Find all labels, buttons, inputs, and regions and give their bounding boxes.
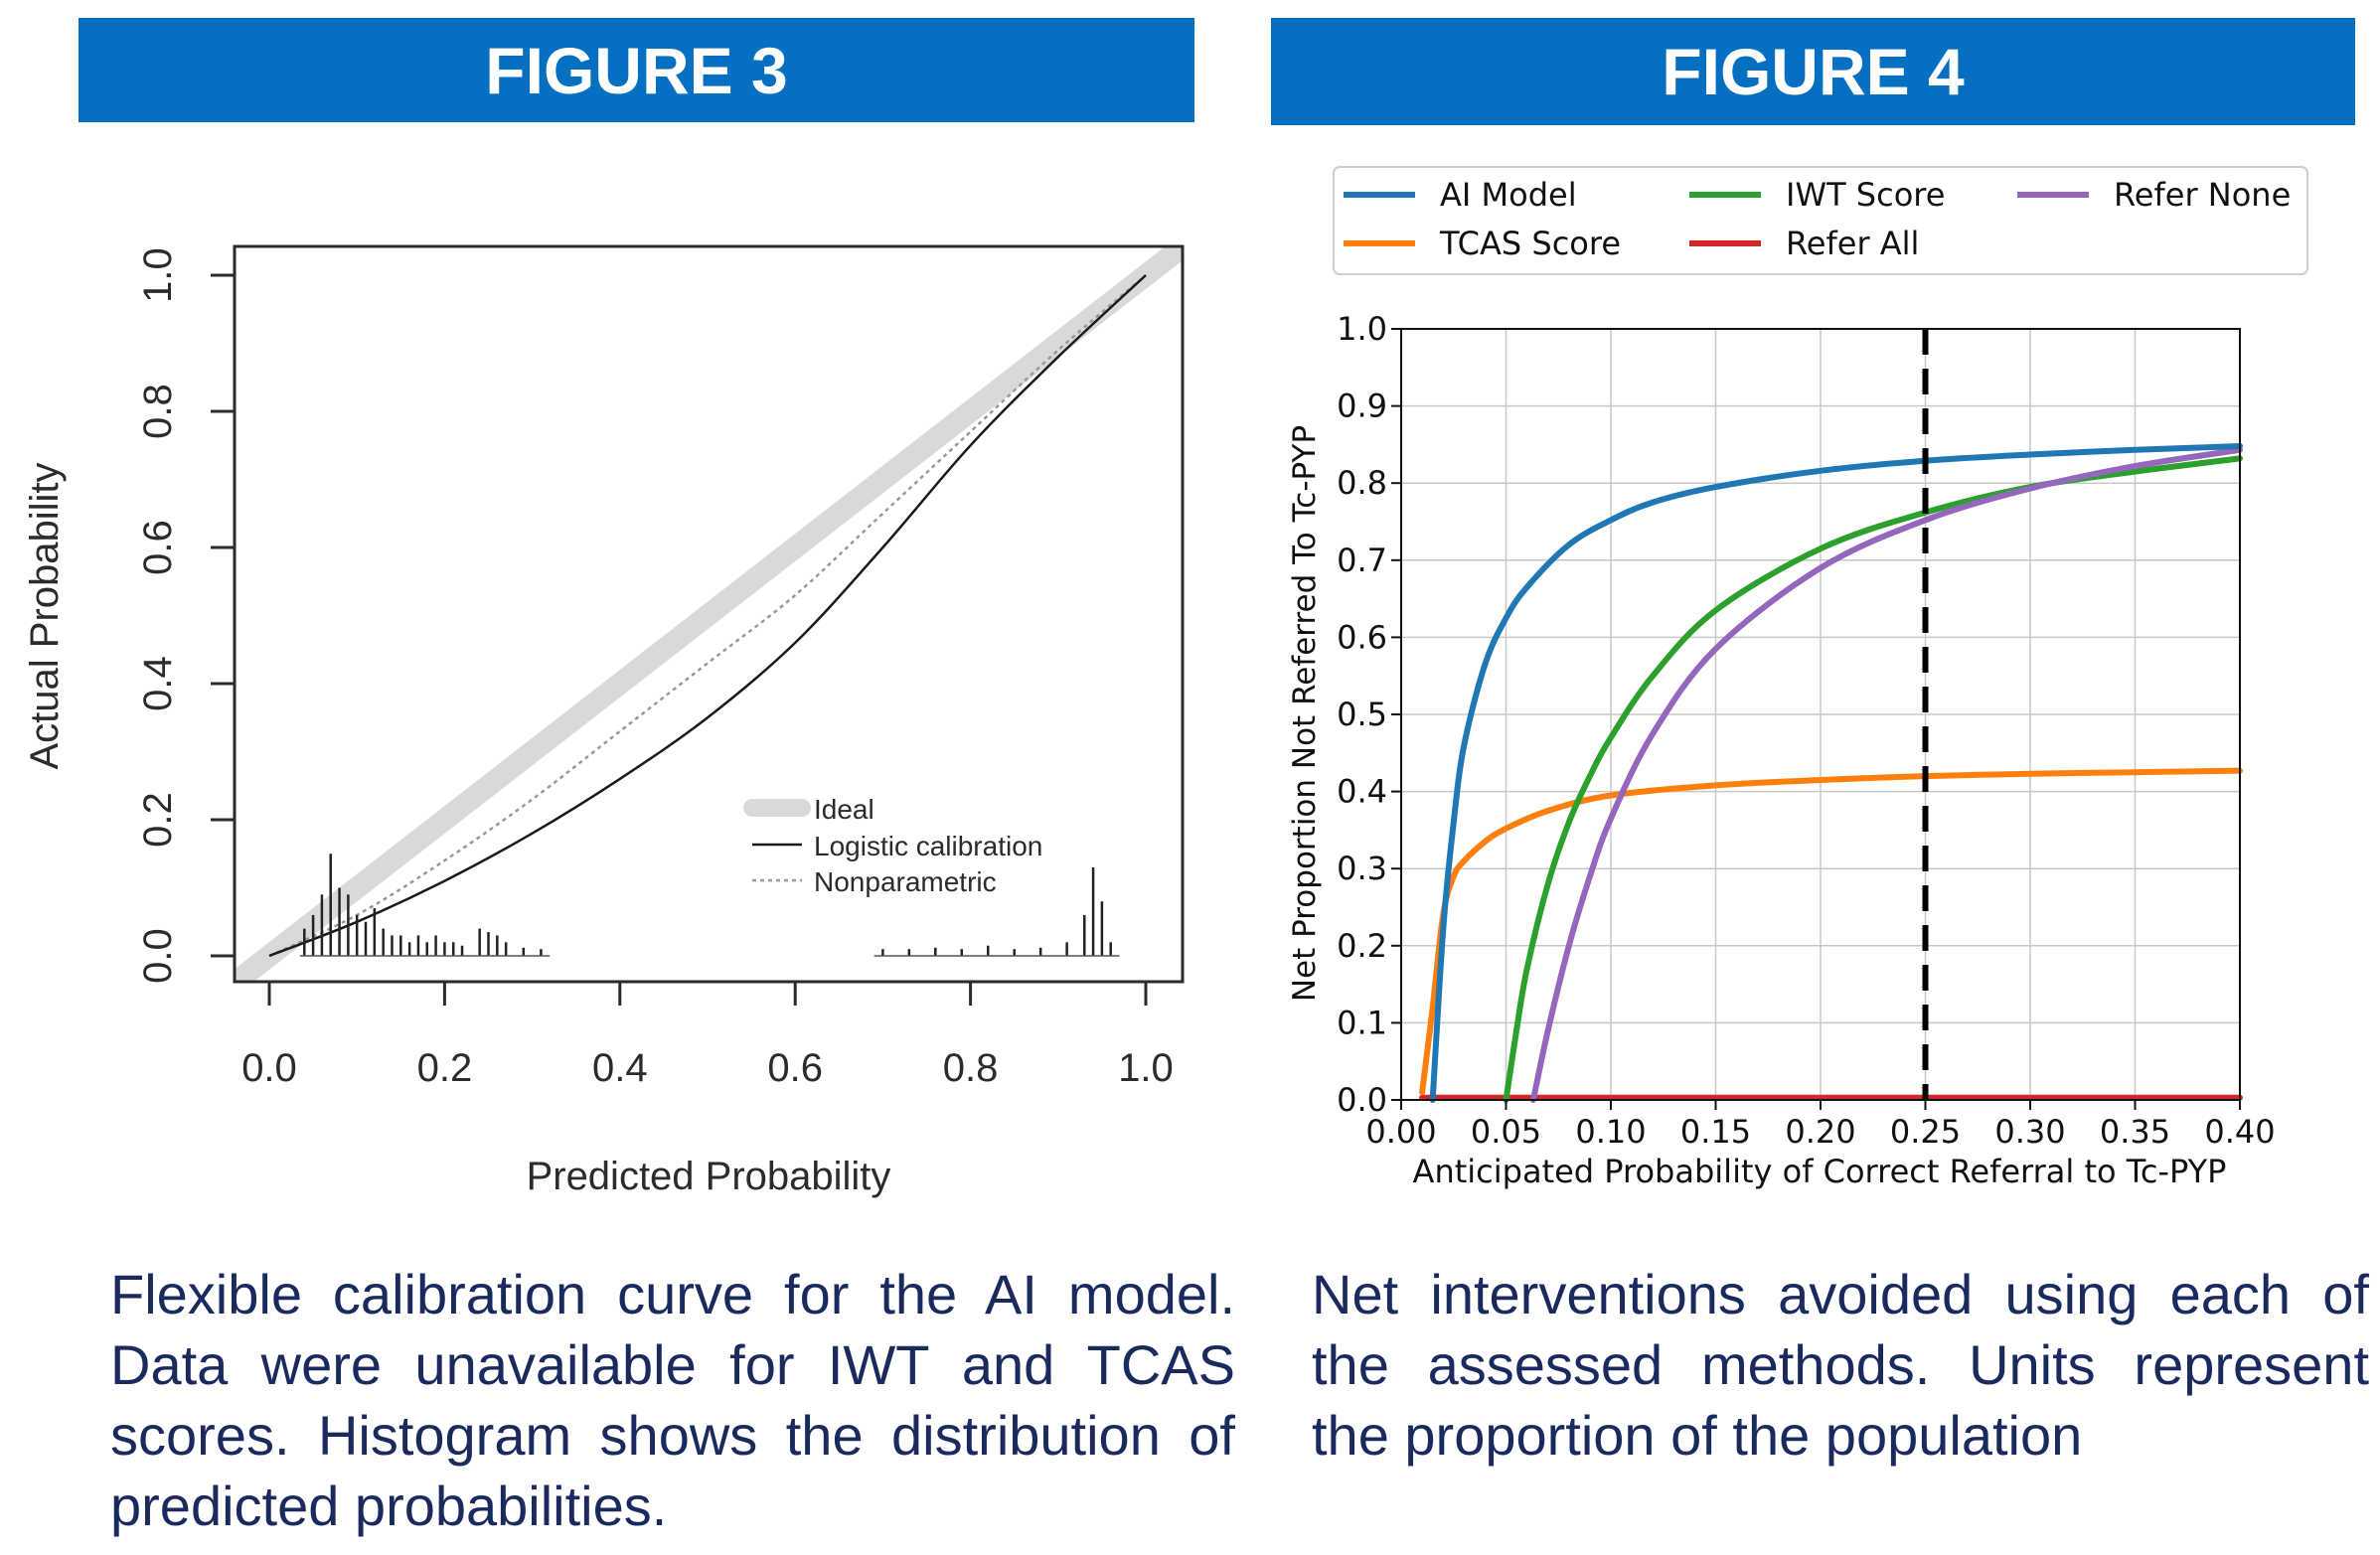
- figure-4-header: FIGURE 4: [1271, 18, 2355, 125]
- legend-label: TCAS Score: [1439, 225, 1621, 262]
- legend-label: Nonparametric: [814, 866, 997, 897]
- calibration-chart: 0.0 0.2 0.4 0.6 0.8 1.0 0.0 0.2 0.4 0.6 0.8 1.0 Pred…: [23, 244, 1185, 1198]
- y-tick-label: 0.0: [1337, 1081, 1387, 1119]
- legend-label: Logistic calibration: [814, 831, 1042, 861]
- y-tick-label: 0.4: [1337, 773, 1387, 811]
- legend-label: Ideal: [814, 794, 874, 825]
- y-tick-label: 0.2: [1337, 927, 1387, 965]
- x-axis-title: Anticipated Probability of Correct Refer…: [1413, 1153, 2227, 1190]
- x-tick-label: 0.2: [417, 1046, 473, 1090]
- y-tick-label: 0.4: [136, 656, 180, 711]
- y-tick-label: 0.9: [1337, 388, 1387, 425]
- x-tick-label: 0.15: [1680, 1113, 1751, 1151]
- y-tick-label: 0.3: [1337, 850, 1387, 887]
- x-tick-label: 1.0: [1118, 1046, 1174, 1090]
- x-tick-label: 0.25: [1890, 1113, 1961, 1151]
- x-tick-label: 0.4: [592, 1046, 648, 1090]
- y-tick-label: 0.7: [1337, 542, 1387, 579]
- x-tick-label: 0.05: [1471, 1113, 1541, 1151]
- x-tick-label: 0.20: [1785, 1113, 1855, 1151]
- y-axis-title: Actual Probability: [23, 462, 67, 769]
- figure-3-header: FIGURE 3: [79, 18, 1194, 122]
- y-tick-label: 1.0: [136, 247, 180, 303]
- y-tick-label: 0.6: [136, 520, 180, 575]
- y-tick-label: 0.2: [136, 792, 180, 848]
- y-tick-label: 0.8: [1337, 464, 1387, 502]
- legend-label: AI Model: [1440, 176, 1577, 214]
- y-axis-title: Net Proportion Not Referred To Tc-PYP: [1287, 425, 1323, 1002]
- nonparametric-line: [268, 274, 1147, 958]
- legend-label: Refer None: [2114, 176, 2291, 214]
- x-tick-label: 0.6: [767, 1046, 823, 1090]
- legend-label: Refer All: [1786, 225, 1919, 262]
- x-tick-label: 0.40: [2204, 1113, 2275, 1151]
- x-tick-label: 0.00: [1365, 1113, 1436, 1151]
- x-tick-label: 0.35: [2100, 1113, 2170, 1151]
- y-tick-label: 0.1: [1337, 1004, 1387, 1041]
- legend-label: IWT Score: [1786, 176, 1945, 214]
- plot-frame: [233, 244, 1185, 984]
- y-tick-label: 0.8: [136, 384, 180, 439]
- logistic-calibration-line: [268, 274, 1147, 958]
- y-tick-label: 0.5: [1337, 696, 1387, 733]
- y-tick-label: 0.0: [136, 928, 180, 984]
- y-tick-label: 1.0: [1337, 310, 1387, 348]
- x-tick-label: 0.8: [943, 1046, 999, 1090]
- figure-3-caption: Flexible calibration curve for the AI mo…: [110, 1263, 1235, 1537]
- decision-curve-chart: 0.00 0.05 0.10 0.15 0.20 0.25 0.30 0.35 0.40 0.0 0…: [1287, 166, 2308, 1190]
- x-axis-title: Predicted Probability: [527, 1155, 891, 1198]
- figure-4-caption: Net interventions avoided using each of …: [1312, 1263, 2369, 1467]
- ideal-line: [235, 246, 1183, 982]
- series-line-refer-none: [1529, 446, 2243, 1103]
- x-tick-label: 0.30: [1994, 1113, 2065, 1151]
- series-line-ai-model: [1429, 443, 2243, 1103]
- x-tick-label: 0.10: [1575, 1113, 1646, 1151]
- y-tick-label: 0.6: [1337, 618, 1387, 656]
- x-tick-label: 0.0: [241, 1046, 297, 1090]
